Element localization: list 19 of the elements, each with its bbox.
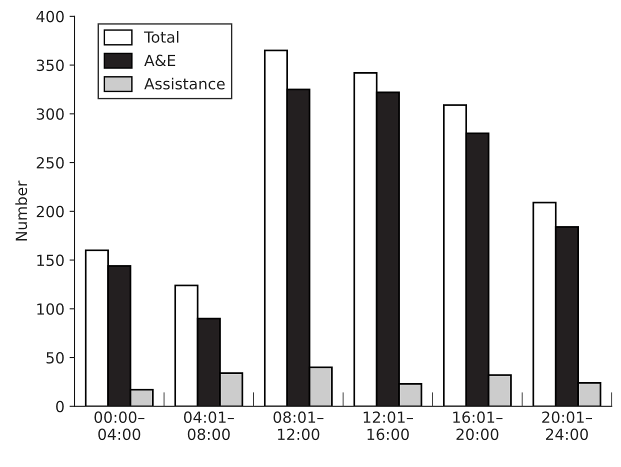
- y-axis-title: Number: [15, 180, 28, 241]
- y-tick-label: 250: [36, 157, 64, 169]
- x-tick-label: 08:01– 12:00: [274, 411, 324, 440]
- legend-label: Total: [144, 31, 178, 43]
- x-tick-label: 16:01– 20:00: [453, 411, 502, 440]
- x-tick-label: 20:01– 24:00: [542, 411, 592, 440]
- y-tick-label: 400: [36, 10, 64, 22]
- x-tick-label: 00:00– 04:00: [94, 411, 144, 440]
- y-tick-label: 0: [56, 400, 64, 412]
- y-tick-label: 50: [46, 352, 64, 364]
- y-tick-label: 200: [36, 206, 64, 218]
- legend-label: Assistance: [144, 78, 225, 90]
- y-tick-label: 150: [37, 254, 64, 266]
- y-tick-label: 300: [36, 108, 64, 120]
- x-tick-label: 04:01– 08:00: [184, 411, 234, 440]
- legend-label: A&E: [144, 54, 176, 66]
- x-tick-label: 12:01– 16:00: [364, 411, 413, 440]
- y-tick-label: 350: [36, 60, 64, 72]
- y-tick-label: 100: [37, 303, 64, 315]
